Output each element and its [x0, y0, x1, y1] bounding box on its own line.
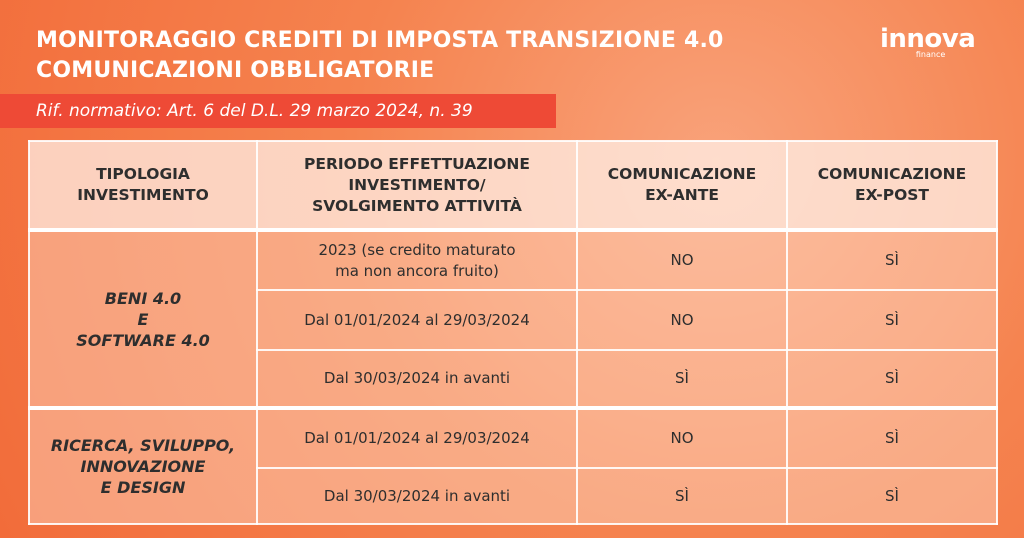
period-line: ma non ancora fruito) — [335, 261, 499, 280]
label-line: RICERCA, SVILUPPO, — [50, 436, 236, 455]
title-line: COMUNICAZIONI OBBLIGATORIE — [36, 58, 435, 83]
header-line: INVESTIMENTO — [77, 186, 209, 204]
row: RICERCA, SVILUPPO, INNOVAZIONE E DESIGN Dal… — [28, 407, 998, 525]
group-label: RICERCA, SVILUPPO, INNOVAZIONE E DESIGN — [28, 407, 258, 525]
period-cell: 2023 (se credito maturato ma non ancora f… — [256, 229, 578, 291]
label-line: E — [137, 309, 149, 329]
header-line: EX-ANTE — [645, 186, 719, 204]
row: Dal 30/03/2024 in avanti SÌ SÌ — [29, 349, 998, 409]
period-cell: Dal 30/03/2024 in avanti — [256, 349, 578, 409]
period-cell: Dal 01/01/2024 al 29/03/2024 — [256, 289, 578, 351]
ex-ante-cell: NO — [576, 229, 788, 291]
label-line: E DESIGN — [100, 478, 186, 497]
row: BENI 4.0 E SOFTWARE 4.0 2023 (se credito ma… — [28, 229, 998, 409]
period-line: Dal 01/01/2024 al 29/03/2024 — [304, 429, 530, 447]
row: Dal 30/03/2024 in avanti SÌ SÌ — [29, 467, 998, 525]
period-cell: Dal 01/01/2024 al 29/03/2024 — [256, 407, 578, 469]
row: Dal 01/01/2024 al 29/03/2024 NO SÌ — [29, 289, 998, 351]
group: RICERCA, SVILUPPO, INNOVAZIONE E DESIGN Dal… — [28, 407, 998, 525]
ex-ante-cell: SÌ — [576, 349, 788, 409]
ex-post-cell: SÌ — [786, 289, 998, 351]
column-header: TIPOLOGIA INVESTIMENTO — [28, 140, 258, 231]
column-header: COMUNICAZIONE EX-POST — [786, 140, 998, 231]
header-line: COMUNICAZIONE — [607, 165, 757, 183]
label-line: BENI 4.0 — [104, 288, 182, 308]
ex-ante-cell: NO — [576, 289, 788, 351]
reference: Rif. normativo: Art. 6 del D.L. 29 marzo… — [0, 94, 556, 128]
ex-post-cell: SÌ — [786, 467, 998, 525]
label-line: INNOVAZIONE — [80, 457, 206, 476]
period-line: Dal 01/01/2024 al 29/03/2024 — [304, 310, 530, 329]
column-header: PERIODO EFFETTUAZIONE INVESTIMENTO/SVOLGI… — [256, 140, 578, 231]
header-line: INVESTIMENTO/ — [348, 175, 486, 194]
ex-post-cell: SÌ — [786, 349, 998, 409]
column-header: COMUNICAZIONE EX-ANTE — [576, 140, 788, 231]
ex-post-cell: SÌ — [786, 407, 998, 469]
logo: innova finance — [880, 24, 976, 59]
period-cell: Dal 30/03/2024 in avanti — [256, 467, 578, 525]
group: BENI 4.0 E SOFTWARE 4.0 2023 (se credito ma… — [28, 229, 998, 409]
table-head: TIPOLOGIA INVESTIMENTO PERIODO EFFETTUAZIO… — [28, 140, 998, 231]
title: MONITORAGGIO CREDITI DI IMPOSTA TRANSIZI… — [36, 26, 724, 86]
header-line: PERIODO EFFETTUAZIONE — [304, 154, 530, 173]
header-line: COMUNICAZIONE — [817, 165, 967, 183]
title-line: MONITORAGGIO CREDITI DI IMPOSTA TRANSIZI… — [36, 28, 724, 53]
ex-post-cell: SÌ — [786, 229, 998, 291]
table: TIPOLOGIA INVESTIMENTO PERIODO EFFETTUAZIO… — [28, 140, 998, 525]
header-line: SVOLGIMENTO ATTIVITÀ — [312, 196, 522, 215]
period-line: 2023 (se credito maturato — [318, 240, 516, 259]
period-line: Dal 30/03/2024 in avanti — [323, 486, 511, 505]
header-line: EX-POST — [855, 186, 929, 204]
label-line: SOFTWARE 4.0 — [76, 330, 210, 350]
header-line: TIPOLOGIA — [96, 165, 190, 183]
header-row: TIPOLOGIA INVESTIMENTO PERIODO EFFETTUAZIO… — [28, 140, 998, 231]
ex-ante-cell: SÌ — [576, 467, 788, 525]
logo-name: innova — [880, 24, 976, 54]
logo-tagline: finance — [915, 50, 946, 59]
ex-ante-cell: NO — [576, 407, 788, 469]
period-line: Dal 30/03/2024 in avanti — [323, 369, 511, 387]
group-label: BENI 4.0 E SOFTWARE 4.0 — [28, 229, 258, 409]
